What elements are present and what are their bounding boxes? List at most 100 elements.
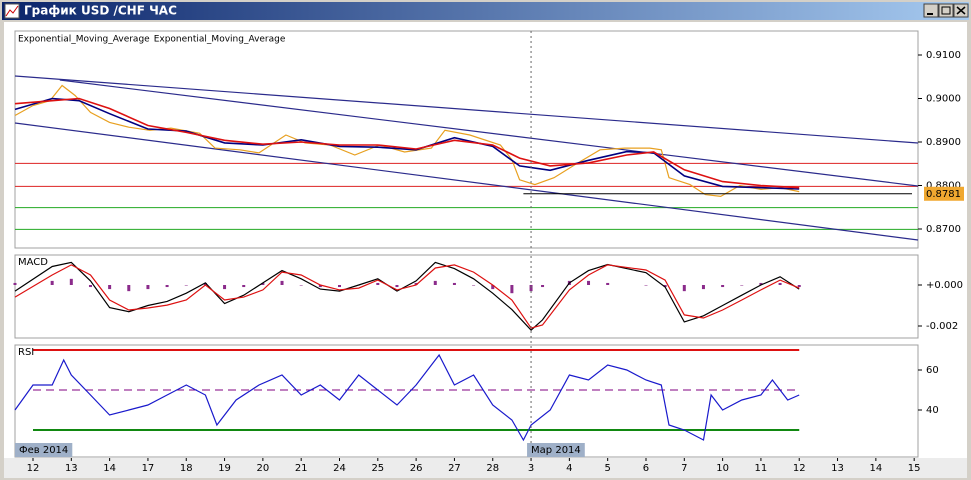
y-tick-label: 0.8900 (926, 137, 961, 148)
histogram-bar (127, 284, 131, 292)
x-tick-label: 18 (180, 463, 193, 474)
y-tick-label: 60 (926, 365, 939, 376)
minimize-button[interactable] (923, 3, 939, 18)
histogram-bar (682, 284, 686, 292)
month-label-text: Фев 2014 (19, 445, 68, 456)
histogram-bar (491, 284, 495, 290)
window-title: График USD /CHF ЧАС (24, 4, 177, 18)
x-tick-label: 13 (831, 463, 844, 474)
x-tick-label: 3 (528, 463, 534, 474)
series-line (14, 84, 800, 198)
last-price-label: 0.8781 (926, 189, 961, 200)
histogram-bar (13, 282, 17, 285)
histogram-bar (203, 282, 207, 285)
x-tick-label: 11 (755, 463, 768, 474)
histogram-bar (541, 284, 545, 288)
histogram-bar (587, 280, 591, 285)
x-tick-label: 19 (218, 463, 231, 474)
x-tick-label: 28 (486, 463, 499, 474)
last-price-box (924, 186, 964, 201)
x-tick-label: 27 (448, 463, 461, 474)
month-label-box (527, 443, 585, 457)
histogram-bar (223, 284, 227, 290)
window-icon-glyph (5, 5, 19, 17)
x-tick-label: 26 (410, 463, 423, 474)
x-tick-label: 20 (257, 463, 270, 474)
x-tick-label: 13 (65, 463, 78, 474)
histogram-bar (663, 284, 667, 288)
histogram-bar (433, 280, 437, 285)
x-tick-label: 5 (604, 463, 610, 474)
series-line (59, 79, 919, 187)
series-line (14, 353, 800, 442)
x-tick-label: 10 (716, 463, 729, 474)
histogram-bar (778, 282, 782, 285)
histogram-bar (510, 284, 514, 294)
x-tick-label: 12 (27, 463, 40, 474)
histogram-bar (69, 278, 73, 285)
histogram-bar (644, 284, 648, 286)
histogram-bar (280, 280, 284, 285)
x-tick-label: 21 (295, 463, 308, 474)
histogram-bar (797, 284, 801, 288)
x-axis-strip (4, 458, 967, 478)
x-tick-label: 14 (103, 463, 116, 474)
histogram-bar (529, 284, 533, 292)
maximize-glyph (941, 6, 951, 15)
legend-entry: Exponential_Moving_Average (154, 35, 286, 45)
month-label-box (15, 443, 73, 457)
month-label: Фев 2014 (15, 443, 73, 457)
histogram-bar (395, 284, 399, 288)
y-tick-label: 0.9100 (926, 50, 961, 61)
histogram-bar (165, 284, 169, 288)
histogram-bar (701, 284, 705, 290)
panel-frame (14, 344, 919, 458)
y-tick-label: +0.000 (926, 280, 963, 291)
close-glyph (956, 6, 966, 15)
x-tick-label: 12 (793, 463, 806, 474)
x-tick-label: 6 (643, 463, 649, 474)
panel-frame (14, 30, 919, 249)
series-line (14, 264, 800, 329)
x-tick-label: 4 (566, 463, 572, 474)
histogram-bar (88, 284, 92, 288)
x-tick-label: 7 (681, 463, 687, 474)
histogram-bar (740, 284, 744, 286)
histogram-bar (376, 282, 380, 285)
histogram-bar (337, 284, 341, 288)
series-line (14, 122, 919, 241)
series-line (14, 261, 800, 331)
month-label-text: Мар 2014 (531, 445, 581, 456)
histogram-bar (414, 282, 418, 285)
histogram-bar (452, 282, 456, 285)
title-bar (2, 2, 969, 20)
x-tick-label: 14 (869, 463, 882, 474)
series-line (14, 75, 919, 144)
histogram-bar (261, 282, 265, 285)
window-icon (4, 3, 20, 19)
y-tick-label: 0.8800 (926, 180, 961, 191)
x-tick-label: 17 (142, 463, 155, 474)
histogram-bar (108, 284, 112, 290)
x-tick-label: 25 (371, 463, 384, 474)
window-buttons[interactable] (923, 3, 969, 18)
y-tick-label: 40 (926, 405, 939, 416)
maximize-button[interactable] (938, 3, 954, 18)
histogram-bar (721, 284, 725, 288)
histogram-bar (472, 284, 476, 286)
panel-title: RSI (18, 347, 34, 358)
histogram-bar (299, 284, 303, 286)
x-tick-label: 24 (333, 463, 346, 474)
y-tick-label: 0.8700 (926, 224, 961, 235)
month-label: Мар 2014 (527, 443, 585, 457)
histogram-bar (759, 282, 763, 285)
histogram-bar (606, 282, 610, 285)
legend-entry: Exponential_Moving_Average (18, 35, 150, 45)
panel-title: MACD (18, 257, 48, 268)
x-tick-label: 15 (908, 463, 921, 474)
chart-area (4, 22, 967, 478)
histogram-bar (146, 284, 150, 290)
histogram-bar (318, 284, 322, 288)
y-tick-label: 0.9000 (926, 94, 961, 105)
